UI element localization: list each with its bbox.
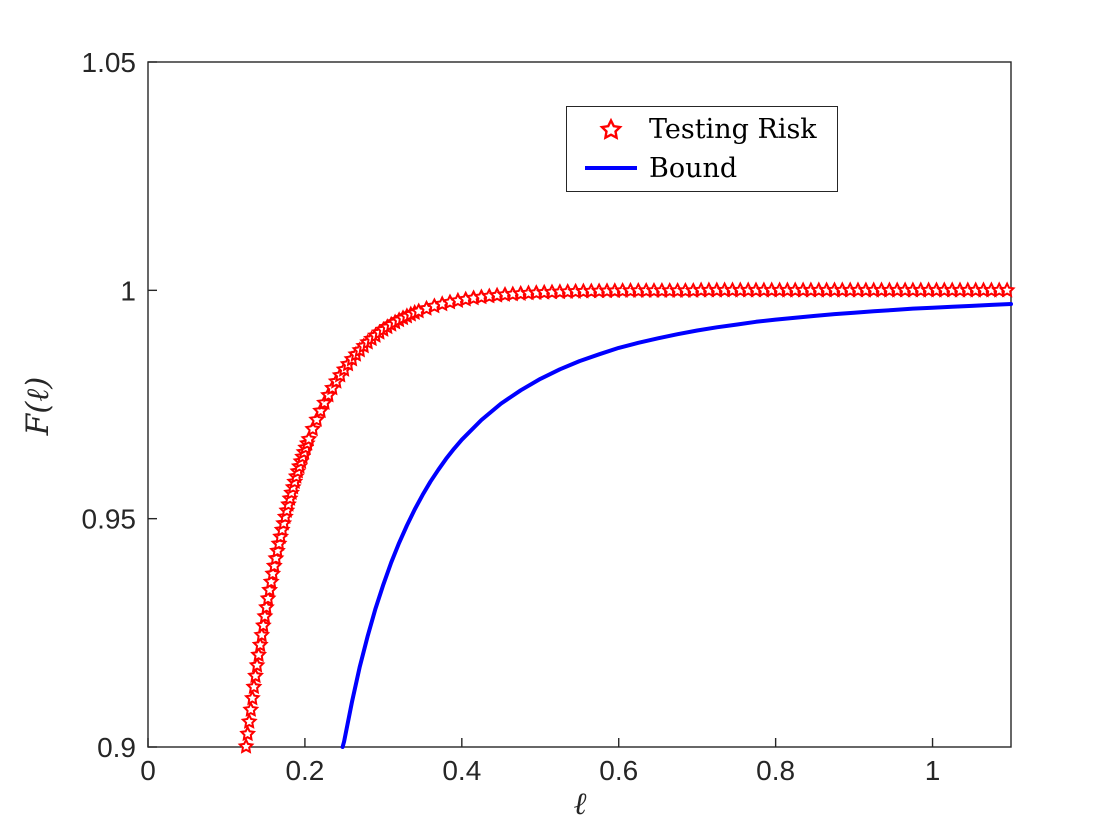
pentagram-marker (251, 635, 269, 653)
x-axis-label: ℓ (573, 786, 587, 822)
pentagram-marker (254, 616, 272, 633)
pentagram-marker (256, 607, 274, 624)
x-tick-label: 0.6 (599, 755, 638, 786)
pentagram-marker (237, 737, 255, 754)
y-tick-label: 1.05 (82, 47, 137, 78)
pentagram-marker (258, 598, 275, 615)
pentagram-marker (239, 725, 257, 742)
pentagram-marker (247, 667, 264, 684)
x-tick-label: 0.2 (285, 755, 324, 786)
y-ticks: 0.9 0.95 1 1.05 (82, 47, 157, 763)
pentagram-marker (240, 712, 258, 729)
y-tick-label: 0.9 (97, 732, 136, 763)
y-tick-label: 1 (120, 275, 136, 306)
pentagram-marker (316, 394, 333, 411)
y-tick-label: 0.95 (82, 504, 137, 535)
pentagram-marker (242, 700, 260, 717)
series-line-bound (340, 302, 1013, 749)
pentagram-marker (250, 646, 268, 663)
pentagram-marker (245, 678, 263, 695)
pentagram-marker-icon (579, 116, 643, 144)
line-sample-icon (579, 154, 643, 182)
legend-label-bound: Bound (649, 152, 738, 184)
pentagram-marker (998, 281, 1016, 298)
x-tick-label: 1 (925, 755, 941, 786)
y-axis-label: F(ℓ) (20, 376, 56, 436)
pentagram-marker (300, 430, 318, 447)
pentagram-marker (243, 689, 261, 706)
x-tick-label: 0.8 (756, 755, 795, 786)
pentagram-marker (312, 402, 330, 419)
axes-box (147, 61, 1012, 748)
x-tick-label: 0 (140, 755, 156, 786)
legend-entry-testing-risk: Testing Risk (579, 114, 837, 146)
series-markers-testing-risk (237, 281, 1016, 754)
legend-entry-bound: Bound (579, 152, 837, 184)
x-tick-label: 0.4 (442, 755, 481, 786)
pentagram-marker (259, 589, 277, 606)
legend: Testing Risk Bound (566, 106, 838, 192)
legend-label-testing-risk: Testing Risk (649, 114, 817, 146)
pentagram-marker (248, 656, 266, 673)
pentagram-marker (253, 626, 271, 643)
pentagram-marker (304, 420, 322, 437)
x-ticks: 0 0.2 0.4 0.6 0.8 1 (140, 738, 940, 786)
pentagram-marker (308, 410, 326, 427)
